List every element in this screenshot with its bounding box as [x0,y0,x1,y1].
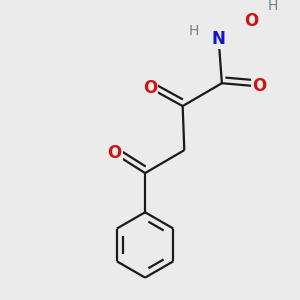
Text: O: O [244,12,258,30]
Text: N: N [212,30,226,48]
Text: H: H [267,0,278,14]
Text: H: H [189,24,199,38]
Text: O: O [107,145,121,163]
Text: O: O [143,79,157,97]
Text: O: O [252,77,267,95]
